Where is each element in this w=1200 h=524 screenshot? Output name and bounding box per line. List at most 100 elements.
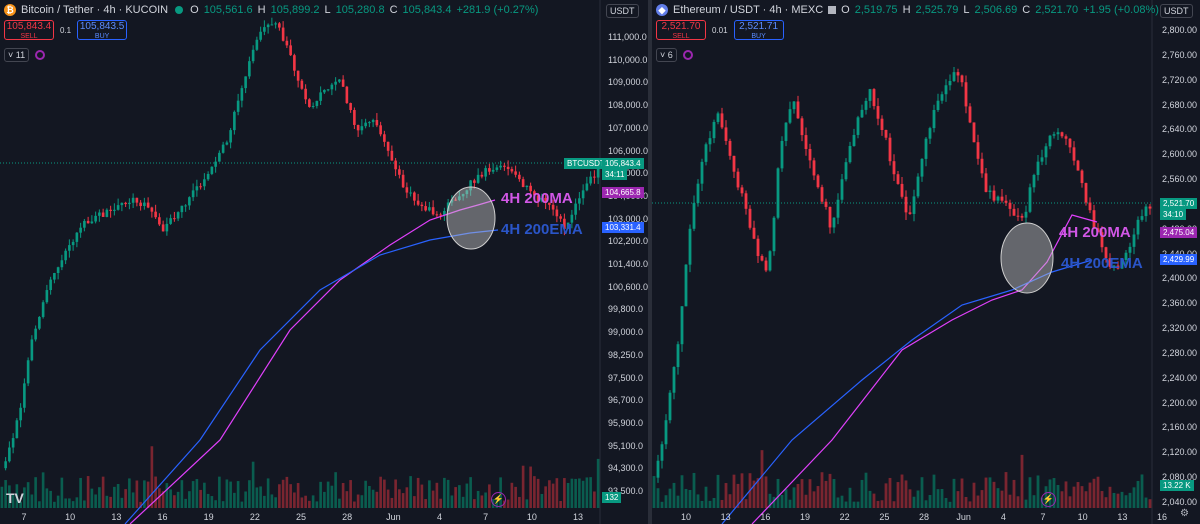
volume-bar bbox=[180, 480, 184, 508]
candle-body bbox=[435, 214, 439, 216]
high-key: H bbox=[257, 4, 266, 16]
indicator-icon[interactable] bbox=[35, 50, 46, 60]
volume-bar bbox=[1056, 484, 1060, 508]
volume-bar bbox=[60, 477, 64, 508]
volume-bar bbox=[146, 481, 150, 508]
currency-unit-button[interactable]: USDT bbox=[1160, 4, 1193, 18]
volume-bar bbox=[188, 491, 191, 508]
volume-bar bbox=[446, 479, 450, 508]
time-axis-label: 10 bbox=[680, 512, 692, 522]
flag-icon[interactable] bbox=[828, 6, 837, 14]
volume-bar bbox=[0, 486, 4, 508]
volume-bar bbox=[353, 501, 356, 508]
eth-price-chart[interactable] bbox=[652, 0, 1200, 524]
volume-bar bbox=[996, 488, 1000, 508]
candle-body bbox=[386, 141, 390, 151]
candle-body bbox=[992, 190, 996, 201]
eth-chart-pane[interactable]: ◆ Ethereum / USDT · 4h · MEXC O 2,519.75 … bbox=[652, 0, 1200, 524]
indicators-count[interactable]: ˅ 6 bbox=[656, 48, 677, 62]
volume-bar bbox=[154, 476, 157, 508]
candle-body bbox=[1024, 211, 1028, 218]
lightning-icon[interactable]: ⚡ bbox=[1041, 492, 1056, 507]
candle-body bbox=[672, 367, 676, 393]
btc-price-chart[interactable] bbox=[0, 0, 648, 524]
price-axis-label: 2,560.00 bbox=[1162, 174, 1198, 185]
volume-bar bbox=[593, 491, 596, 508]
time-axis-label: 19 bbox=[799, 512, 811, 522]
candle-body bbox=[285, 40, 289, 46]
candle-body bbox=[1088, 202, 1092, 211]
settings-icon[interactable]: ⚙ bbox=[1180, 508, 1189, 519]
volume-bar bbox=[26, 482, 30, 508]
volume-bar bbox=[323, 491, 326, 508]
price-axis-label: 101,400.0 bbox=[608, 259, 648, 269]
volume-bar bbox=[341, 483, 345, 508]
candle-body bbox=[720, 113, 724, 128]
indicator-icon[interactable] bbox=[682, 50, 693, 60]
symbol-title[interactable]: Bitcoin / Tether · 4h · KUCOIN bbox=[21, 4, 169, 16]
price-axis-label: 2,600.00 bbox=[1162, 149, 1198, 160]
volume-bar bbox=[338, 498, 341, 508]
candle-body bbox=[120, 202, 124, 206]
open-key: O bbox=[190, 4, 199, 16]
candle-body bbox=[1136, 219, 1140, 235]
close-key: C bbox=[389, 4, 398, 16]
lightning-icon[interactable]: ⚡ bbox=[491, 492, 506, 507]
sell-button[interactable]: 105,843.4 SELL bbox=[4, 20, 54, 40]
price-axis-label: 2,760.00 bbox=[1162, 49, 1198, 60]
volume-bar bbox=[992, 481, 996, 508]
candle-body bbox=[233, 111, 236, 131]
candle-body bbox=[1016, 215, 1020, 217]
price-axis-label: 2,440.00 bbox=[1162, 249, 1197, 259]
high-key: H bbox=[902, 4, 911, 16]
time-axis-label: 7 bbox=[1040, 512, 1046, 522]
buy-button[interactable]: 105,843.5 BUY bbox=[77, 20, 128, 40]
candle-body bbox=[924, 138, 928, 159]
volume-bar bbox=[240, 501, 244, 508]
volume-bar bbox=[278, 484, 281, 508]
buy-button[interactable]: 2,521.71 BUY bbox=[733, 20, 784, 40]
candle-body bbox=[1032, 174, 1036, 188]
volume-bar bbox=[1072, 486, 1076, 508]
symbol-title[interactable]: Ethereum / USDT · 4h · MEXC bbox=[673, 4, 824, 16]
currency-unit-button[interactable]: USDT bbox=[606, 4, 639, 18]
candle-body bbox=[764, 260, 768, 271]
btc-chart-pane[interactable]: ₿ Bitcoin / Tether · 4h · KUCOIN O 105,56… bbox=[0, 0, 648, 524]
candle-body bbox=[330, 84, 334, 90]
indicators-toggle[interactable]: ˅ 11 bbox=[4, 48, 46, 62]
candle-body bbox=[724, 127, 728, 141]
volume-bar bbox=[469, 477, 472, 508]
candle-body bbox=[214, 161, 217, 167]
candle-body bbox=[409, 192, 412, 194]
candle-body bbox=[916, 176, 920, 197]
ethereum-icon: ◆ bbox=[656, 4, 668, 16]
candle-body bbox=[41, 302, 45, 317]
volume-bar bbox=[936, 489, 940, 508]
tradingview-logo[interactable]: TV bbox=[6, 490, 24, 506]
candle-body bbox=[800, 118, 804, 136]
price-axis-label: 93,500.0 bbox=[608, 486, 644, 496]
pane-divider[interactable] bbox=[648, 0, 652, 524]
ma200-line bbox=[751, 214, 1098, 524]
candle-body bbox=[578, 198, 581, 204]
sell-button[interactable]: 2,521.70 SELL bbox=[656, 20, 706, 40]
volume-bar bbox=[944, 497, 948, 508]
ma200-price-tag: 2,475.04 bbox=[1160, 227, 1198, 238]
candle-body bbox=[988, 190, 992, 192]
volume-bar bbox=[984, 477, 988, 508]
volume-bar bbox=[8, 485, 11, 508]
candle-body bbox=[704, 144, 708, 162]
indicators-count[interactable]: ˅ 11 bbox=[4, 48, 30, 62]
volume-bar bbox=[259, 486, 262, 508]
price-axis-label: 2,080.00 bbox=[1162, 472, 1198, 483]
volume-bar bbox=[1108, 486, 1112, 508]
volume-bar bbox=[68, 498, 71, 508]
volume-bar bbox=[900, 474, 904, 508]
candle-body bbox=[424, 206, 427, 211]
volume-bar bbox=[1128, 492, 1132, 508]
indicators-toggle[interactable]: ˅ 6 bbox=[656, 48, 693, 62]
candle-body bbox=[551, 204, 555, 210]
candle-body bbox=[86, 220, 90, 224]
volume-bar bbox=[105, 495, 109, 508]
buy-price: 2,521.71 bbox=[739, 21, 779, 32]
